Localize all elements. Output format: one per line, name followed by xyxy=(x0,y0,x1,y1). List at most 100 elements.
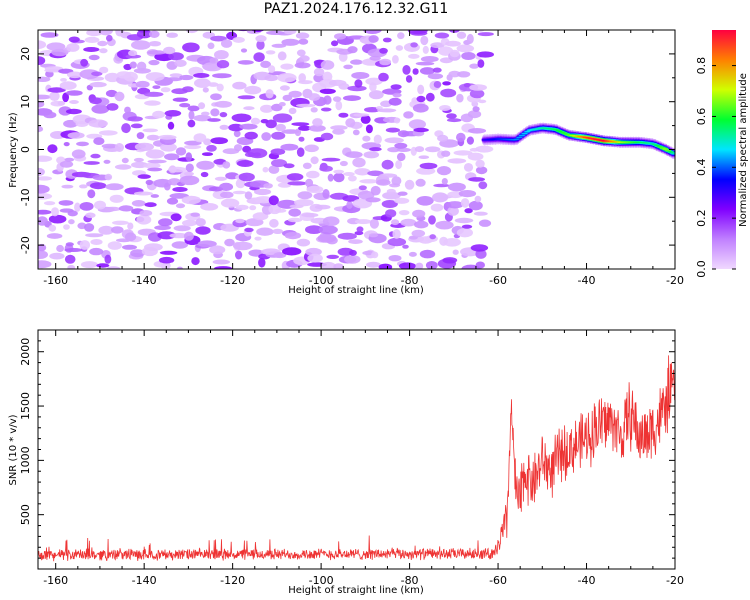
spectrogram-cell xyxy=(302,162,312,169)
spectrogram-cell xyxy=(65,108,82,115)
spectrogram-cell xyxy=(428,215,436,225)
spectrogram-cell xyxy=(382,191,401,200)
spectrogram-cell xyxy=(354,168,371,176)
spectrogram-cell xyxy=(89,97,102,105)
spectrogram-cell xyxy=(310,107,318,113)
spectrogram-cell xyxy=(416,167,436,175)
spectrogram-cell xyxy=(415,178,426,187)
spectrogram-cell xyxy=(468,200,483,211)
spectrogram-cell xyxy=(265,50,276,55)
spectrogram-cell xyxy=(397,32,405,40)
spectrogram-cell xyxy=(415,61,435,66)
spectrogram-cell xyxy=(335,100,343,111)
spectrogram-cell xyxy=(38,76,51,82)
spectrogram-cell xyxy=(469,63,480,69)
snr-x-tick-label: -40 xyxy=(578,574,596,587)
spectrogram-cell xyxy=(56,244,64,253)
ridge-segment xyxy=(553,129,560,131)
spectrogram-cell xyxy=(47,87,66,93)
spectrogram-cell xyxy=(347,46,358,54)
spectrogram-cell xyxy=(187,119,196,128)
spectrogram-cell xyxy=(193,73,210,78)
spectrogram-cell xyxy=(158,134,177,140)
snr-x-tick-label: -80 xyxy=(401,574,419,587)
spectrogram-cell xyxy=(463,163,474,172)
spectrogram-cell xyxy=(402,65,411,75)
spectrogram-cell xyxy=(477,99,487,104)
spectrogram-cell xyxy=(425,261,438,269)
spectrogram-cell xyxy=(118,205,134,212)
spectrogram-cell xyxy=(395,45,404,51)
spectrogram-cell xyxy=(312,118,323,127)
spectrogram-cell xyxy=(328,79,347,86)
spectrogram-cell xyxy=(369,147,382,152)
spectrogram-cell xyxy=(294,128,302,137)
spectrogram-cell xyxy=(194,78,211,88)
spectrogram-cell xyxy=(264,74,279,82)
spectrogram-cell xyxy=(61,184,74,189)
spectrogram-cell xyxy=(456,44,475,53)
spectrogram-cell xyxy=(185,163,194,173)
spectrogram-cell xyxy=(398,210,410,216)
spectrogram-cell xyxy=(314,204,331,210)
spectrogram-cell xyxy=(159,250,178,255)
spectrogram-cell xyxy=(68,219,75,225)
spectrogram-cell xyxy=(430,203,444,212)
spectrogram-cell xyxy=(477,59,485,68)
spectrogram-cell xyxy=(307,253,323,263)
spectrogram-cell xyxy=(193,133,207,143)
spectrogram-cell xyxy=(136,61,147,71)
spectrogram-cell xyxy=(166,197,179,205)
colorbar: 0.0 0.2 0.4 0.6 0.8 Normalized spectral ampl… xyxy=(695,30,749,278)
spectrogram-cell xyxy=(221,39,233,48)
spectrogram-cell xyxy=(244,227,254,233)
spectrogram-cell xyxy=(360,114,371,124)
spectrogram-cell xyxy=(357,190,375,200)
spectrogram-cell xyxy=(133,68,151,74)
spectrogram-cell xyxy=(255,35,267,43)
spectrogram-cell xyxy=(278,102,286,107)
spectrogram-cell xyxy=(160,262,171,269)
spectrogram-cell xyxy=(93,137,105,146)
spectrogram-cell xyxy=(250,117,261,125)
spectrogram-cell xyxy=(143,91,164,97)
spectrogram-cell xyxy=(272,113,293,123)
spectrogram-cell xyxy=(49,30,57,31)
spectrogram-cell xyxy=(365,77,383,86)
spectrogram-cell xyxy=(368,90,384,100)
spectrogram-cell xyxy=(59,81,77,90)
spectrogram-cell xyxy=(201,152,214,157)
spectrogram-cell xyxy=(43,111,57,119)
spectrogram-cell xyxy=(410,42,418,48)
spectrogram-cells xyxy=(38,30,494,269)
spectrogram-cell xyxy=(445,40,461,47)
spectrogram-cell xyxy=(373,134,382,144)
spectrogram-cell xyxy=(158,256,175,264)
spectrogram-cell xyxy=(413,127,429,133)
spectrogram-cell xyxy=(392,55,399,64)
spectrogram-cell xyxy=(90,182,107,190)
spectrogram-cell xyxy=(265,119,277,129)
spectrogram-cell xyxy=(417,84,425,95)
spectrogram-x-tick-label: -160 xyxy=(43,274,68,287)
spectrogram-cell xyxy=(262,166,269,173)
spectrogram-cell xyxy=(416,95,426,103)
spectrogram-y-tick-label: -10 xyxy=(19,188,32,206)
spectrogram-cell xyxy=(235,204,249,210)
spectrogram-cell xyxy=(394,117,401,124)
spectrogram-cell xyxy=(38,250,48,259)
spectrogram-cell xyxy=(179,103,191,108)
snr-y-tick-label: 1000 xyxy=(19,446,32,474)
spectrogram-cell xyxy=(282,247,302,256)
spectrogram-cell xyxy=(331,40,339,47)
spectrogram-cell xyxy=(435,220,454,230)
spectrogram-cell xyxy=(146,134,160,141)
spectrogram-cell xyxy=(363,151,380,159)
spectrogram-cell xyxy=(112,220,129,225)
spectrogram-cell xyxy=(38,94,52,100)
spectrogram-cell xyxy=(38,184,50,194)
spectrogram-cell xyxy=(164,110,182,117)
spectrogram-cell xyxy=(219,124,229,130)
colorbar-tick-label: 0.6 xyxy=(695,108,708,126)
spectrogram-cell xyxy=(38,155,53,162)
